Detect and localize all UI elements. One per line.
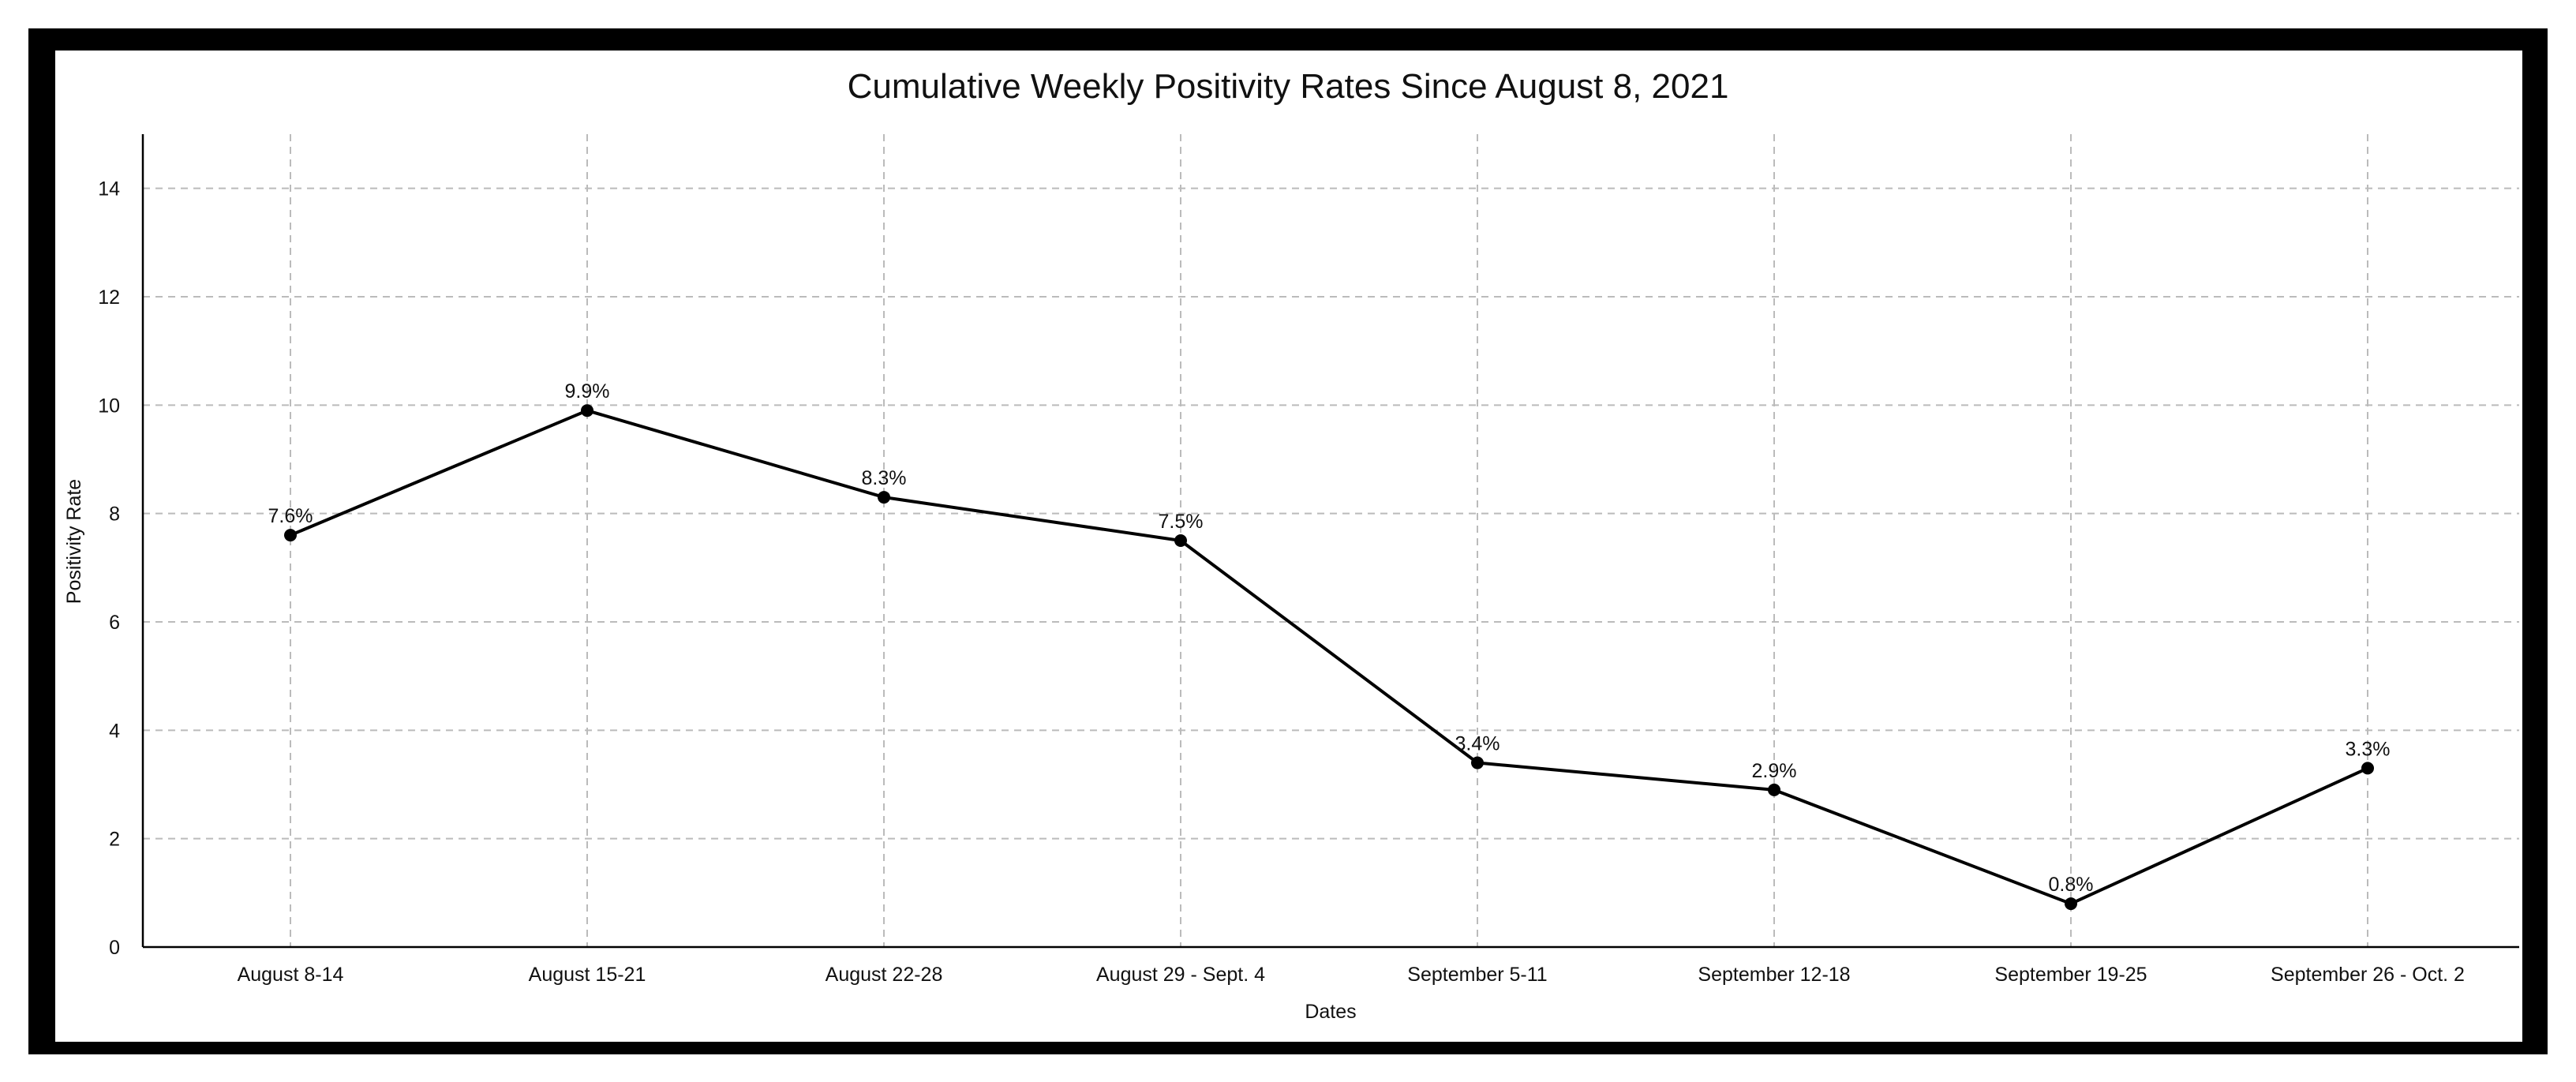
y-tick-label: 6: [109, 612, 120, 634]
data-point: [2361, 762, 2374, 775]
axes: [141, 134, 2519, 949]
x-tick-label: August 8-14: [238, 964, 344, 986]
data-label: 9.9%: [565, 380, 610, 402]
chart-title: Cumulative Weekly Positivity Rates Since…: [848, 67, 1729, 106]
data-point: [878, 491, 890, 504]
x-tick-label: September 12-18: [1698, 964, 1850, 986]
series-line: [290, 409, 2368, 906]
x-axis-label: Dates: [1305, 1001, 1356, 1023]
x-tick-label: September 26 - Oct. 2: [2271, 964, 2465, 986]
series-polyline: [290, 409, 2368, 906]
x-tick-label: September 5-11: [1407, 964, 1547, 986]
y-tick-label: 2: [109, 829, 120, 851]
y-tick-label: 12: [98, 286, 120, 309]
data-point: [2065, 897, 2077, 911]
y-axis-label: Positivity Rate: [63, 479, 85, 604]
data-point: [284, 529, 297, 542]
x-tick-label: August 29 - Sept. 4: [1096, 964, 1265, 986]
chart-panel: [55, 51, 2522, 1042]
data-label: 8.3%: [862, 467, 907, 489]
y-tick-label: 10: [98, 395, 120, 417]
data-point: [1768, 783, 1780, 796]
data-label: 3.3%: [2346, 738, 2391, 760]
x-tick-label: August 15-21: [529, 964, 646, 986]
data-point: [581, 404, 593, 417]
data-label: 7.6%: [268, 505, 313, 527]
x-tick-labels: August 8-14 August 15-21 August 22-28 Augus…: [238, 964, 2465, 986]
data-markers: [284, 404, 2374, 911]
data-label: 0.8%: [2049, 874, 2094, 896]
y-tick-label: 4: [109, 720, 120, 742]
y-tick-label: 8: [109, 504, 120, 526]
y-tick-labels: 0 2 4 6 8 10 12 14: [98, 178, 120, 959]
y-tick-label: 14: [98, 178, 120, 200]
data-point: [1471, 756, 1484, 769]
data-label: 3.4%: [1455, 733, 1500, 755]
grid-lines: [143, 134, 2519, 947]
data-labels: 7.6% 9.9% 8.3% 7.5% 3.4% 2.9% 0.8% 3.3%: [268, 380, 2391, 896]
data-point: [1174, 534, 1187, 547]
data-label: 7.5%: [1159, 511, 1204, 533]
x-tick-label: September 19-25: [1994, 964, 2147, 986]
data-label: 2.9%: [1752, 760, 1797, 782]
x-tick-label: August 22-28: [826, 964, 943, 986]
y-tick-label: 0: [109, 937, 120, 959]
